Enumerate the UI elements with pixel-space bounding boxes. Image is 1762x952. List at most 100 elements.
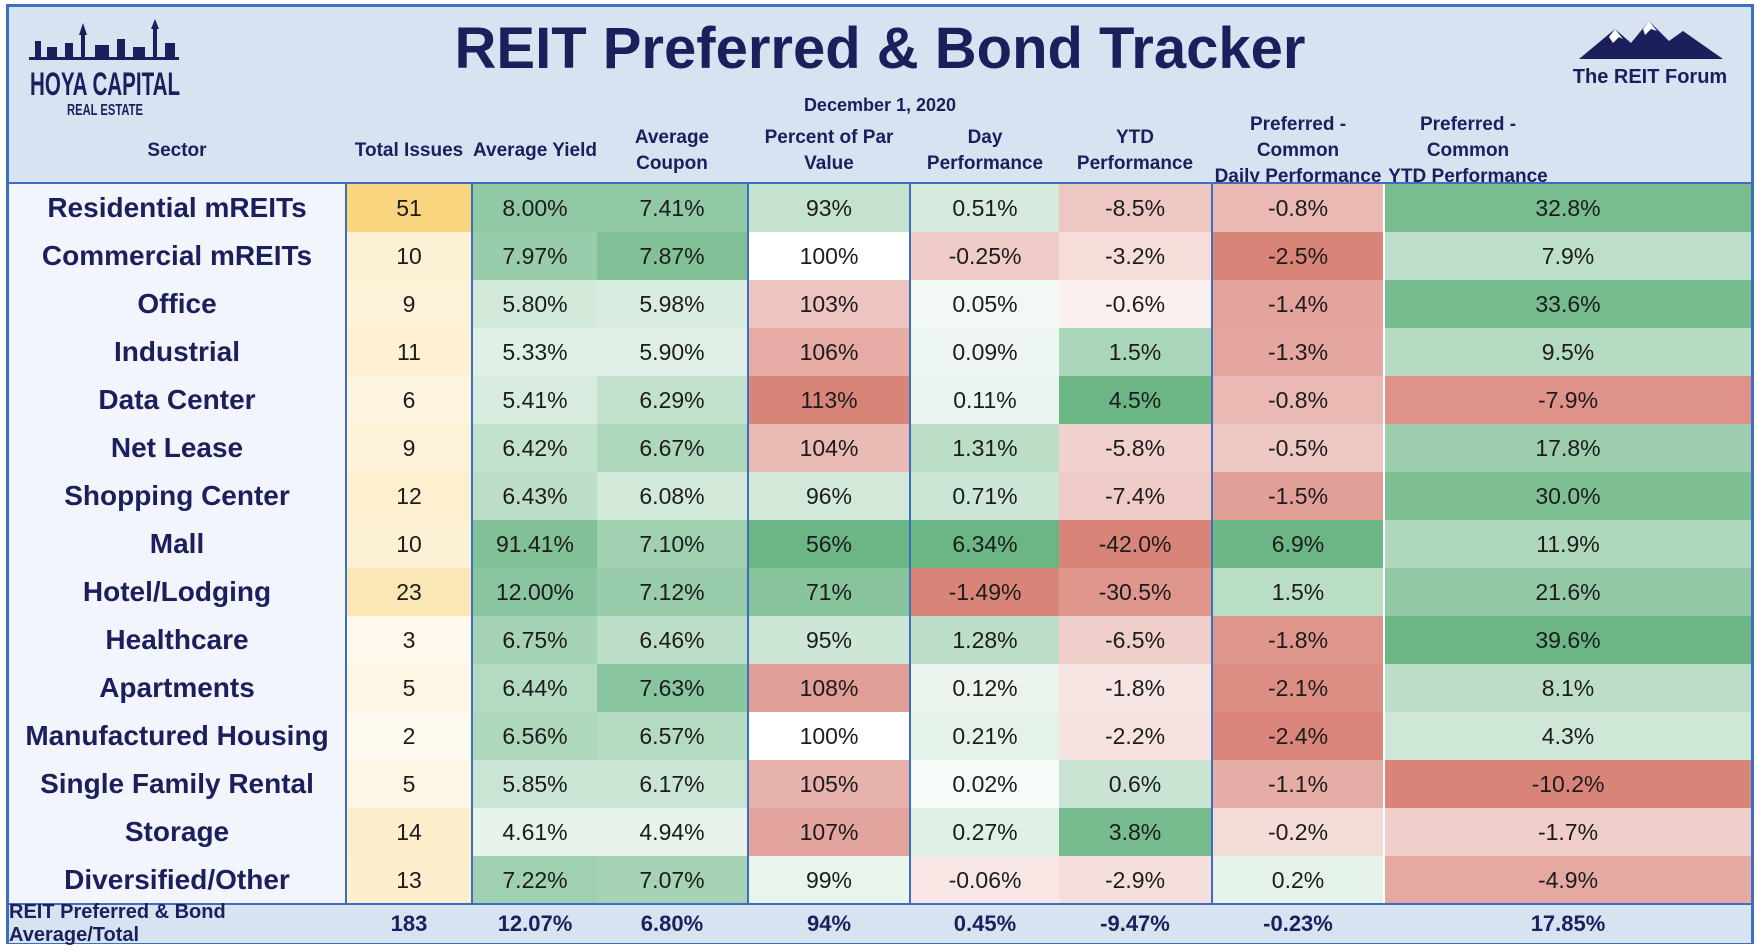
- cell-ytd: 1.5%: [1059, 328, 1211, 376]
- cell-issues: 9: [347, 280, 471, 328]
- header-divider: [9, 182, 1751, 184]
- cell-par: 93%: [749, 184, 909, 232]
- cell-pc_ytd: 4.3%: [1385, 712, 1751, 760]
- cell-issues: 6: [347, 376, 471, 424]
- cell-par: 113%: [749, 376, 909, 424]
- cell-yield: 5.33%: [473, 328, 597, 376]
- cell-coupon: 6.57%: [597, 712, 747, 760]
- cell-pc_daily: -0.8%: [1213, 184, 1383, 232]
- cell-par: 105%: [749, 760, 909, 808]
- cell-pc_daily: -1.1%: [1213, 760, 1383, 808]
- cell-issues: 2: [347, 712, 471, 760]
- hoya-capital-logo: HOYA CAPITAL REAL ESTATE: [29, 19, 180, 119]
- sector-name: Residential mREITs: [9, 184, 345, 232]
- cell-coupon: 6.08%: [597, 472, 747, 520]
- cell-pc_ytd: -10.2%: [1385, 760, 1751, 808]
- header: HOYA CAPITAL REAL ESTATE REIT Preferred …: [9, 7, 1751, 187]
- cell-ytd: -8.5%: [1059, 184, 1211, 232]
- cell-pc_daily: -1.8%: [1213, 616, 1383, 664]
- cell-par: 104%: [749, 424, 909, 472]
- cell-yield: 6.56%: [473, 712, 597, 760]
- header-average-yield: Average Yield: [473, 140, 597, 161]
- cell-issues: 5: [347, 760, 471, 808]
- data-table: Residential mREITs 51 8.00% 7.41% 93% 0.51% -8…: [9, 184, 1751, 904]
- header-average-coupon: Average Coupon: [634, 127, 710, 174]
- cell-pc_ytd: 8.1%: [1385, 664, 1751, 712]
- cell-coupon: 5.98%: [597, 280, 747, 328]
- cell-issues: 12: [347, 472, 471, 520]
- cell-pc_daily: -2.5%: [1213, 232, 1383, 280]
- cell-day: 0.12%: [911, 664, 1059, 712]
- sector-name: Net Lease: [9, 424, 345, 472]
- cell-issues: 3: [347, 616, 471, 664]
- sector-name: Healthcare: [9, 616, 345, 664]
- cell-pc_ytd: -1.7%: [1385, 808, 1751, 856]
- header-percent-par: Percent of Par Value: [764, 127, 894, 174]
- column-divider: [1211, 184, 1213, 942]
- total-pc_daily: -0.23%: [1263, 911, 1333, 936]
- cell-day: -0.06%: [911, 856, 1059, 904]
- cell-pc_ytd: 17.8%: [1385, 424, 1751, 472]
- header-sector: Sector: [147, 140, 207, 161]
- cell-pc_daily: -1.3%: [1213, 328, 1383, 376]
- cell-ytd: -5.8%: [1059, 424, 1211, 472]
- cell-yield: 6.44%: [473, 664, 597, 712]
- cell-yield: 5.80%: [473, 280, 597, 328]
- cell-pc_ytd: 39.6%: [1385, 616, 1751, 664]
- cell-coupon: 4.94%: [597, 808, 747, 856]
- sector-name: Manufactured Housing: [9, 712, 345, 760]
- sector-name: Commercial mREITs: [9, 232, 345, 280]
- reit-forum-logo-text: The REIT Forum: [1573, 66, 1727, 88]
- total-label: REIT Preferred & Bond Average/Total: [9, 901, 226, 946]
- cell-issues: 5: [347, 664, 471, 712]
- cell-pc_ytd: 30.0%: [1385, 472, 1751, 520]
- cell-pc_daily: 0.2%: [1213, 856, 1383, 904]
- header-pc-ytd: Preferred - Common YTD Performance: [1388, 114, 1548, 187]
- column-divider: [471, 184, 473, 942]
- cell-pc_daily: -0.2%: [1213, 808, 1383, 856]
- report-date: December 1, 2020: [803, 95, 957, 115]
- cell-yield: 5.85%: [473, 760, 597, 808]
- cell-ytd: -1.8%: [1059, 664, 1211, 712]
- cell-coupon: 5.90%: [597, 328, 747, 376]
- cell-pc_daily: 1.5%: [1213, 568, 1383, 616]
- cell-ytd: 0.6%: [1059, 760, 1211, 808]
- reit-forum-logo: The REIT Forum: [1573, 21, 1727, 88]
- cell-coupon: 6.67%: [597, 424, 747, 472]
- cell-issues: 23: [347, 568, 471, 616]
- total-divider: [9, 903, 1751, 905]
- cell-ytd: -2.2%: [1059, 712, 1211, 760]
- cell-pc_ytd: 11.9%: [1385, 520, 1751, 568]
- cell-pc_ytd: 9.5%: [1385, 328, 1751, 376]
- total-issues: 183: [390, 911, 428, 936]
- cell-ytd: -3.2%: [1059, 232, 1211, 280]
- cell-pc_daily: -2.1%: [1213, 664, 1383, 712]
- cell-yield: 91.41%: [473, 520, 597, 568]
- total-pc_ytd: 17.85%: [1530, 911, 1606, 936]
- cell-par: 71%: [749, 568, 909, 616]
- cell-day: -0.25%: [911, 232, 1059, 280]
- table-row: Manufactured Housing 2 6.56% 6.57% 100% 0.21%…: [9, 712, 1751, 760]
- cell-par: 99%: [749, 856, 909, 904]
- total-ytd: -9.47%: [1100, 911, 1170, 936]
- cell-coupon: 7.07%: [597, 856, 747, 904]
- table-row: Storage 14 4.61% 4.94% 107% 0.27% 3.8% -0.2% -1.…: [9, 808, 1751, 856]
- header-total-issues: Total Issues: [354, 140, 464, 161]
- header-day-performance: Day Performance: [926, 127, 1044, 174]
- cell-pc_ytd: 33.6%: [1385, 280, 1751, 328]
- sector-name: Hotel/Lodging: [9, 568, 345, 616]
- cell-day: 0.11%: [911, 376, 1059, 424]
- cell-day: 0.21%: [911, 712, 1059, 760]
- cell-day: 0.05%: [911, 280, 1059, 328]
- header-pc-daily: Preferred - Common Daily Performance: [1214, 114, 1382, 187]
- cell-par: 95%: [749, 616, 909, 664]
- cell-par: 100%: [749, 232, 909, 280]
- table-row: Data Center 6 5.41% 6.29% 113% 0.11% 4.5% -0.8%…: [9, 376, 1751, 424]
- cell-yield: 12.00%: [473, 568, 597, 616]
- cell-ytd: 3.8%: [1059, 808, 1211, 856]
- tracker-frame: HOYA CAPITAL REAL ESTATE REIT Preferred …: [6, 4, 1754, 946]
- total-par: 94%: [806, 911, 852, 936]
- column-divider: [747, 184, 749, 942]
- cell-coupon: 7.10%: [597, 520, 747, 568]
- cell-ytd: -7.4%: [1059, 472, 1211, 520]
